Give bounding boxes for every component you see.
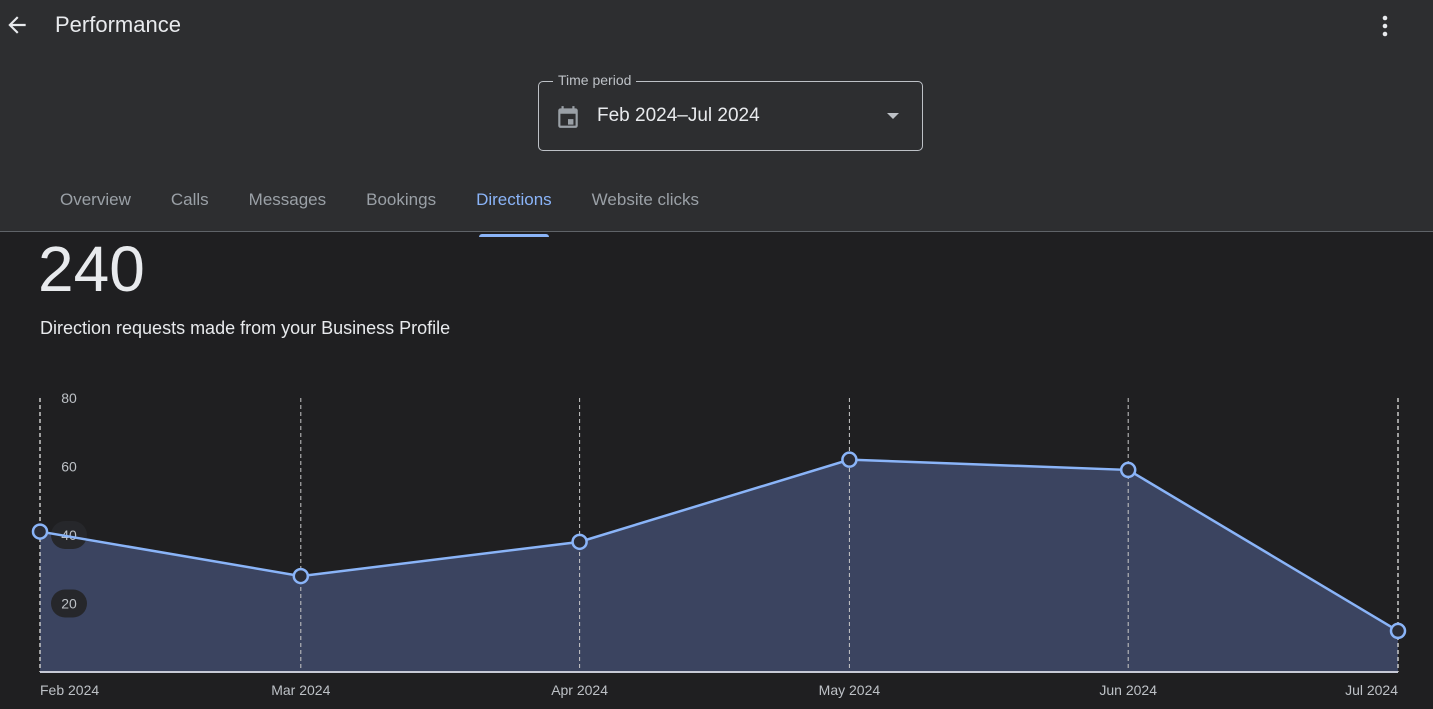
y-tick-bg <box>51 521 87 549</box>
x-tick-label: Apr 2024 <box>551 682 608 698</box>
x-tick-label: Mar 2024 <box>271 682 330 698</box>
tab-bar: Overview Calls Messages Bookings Directi… <box>40 178 719 237</box>
data-point <box>841 451 858 468</box>
x-tick-label: Jul 2024 <box>1345 682 1398 698</box>
y-tick-bg <box>51 589 87 618</box>
y-tick-label: 20 <box>61 596 77 612</box>
data-point <box>571 533 588 551</box>
x-tick-label: May 2024 <box>819 682 881 698</box>
data-point <box>1119 461 1137 479</box>
tab-calls[interactable]: Calls <box>170 190 209 209</box>
tab-overview[interactable]: Overview <box>60 190 131 209</box>
tab-bookings[interactable]: Bookings <box>366 190 437 209</box>
data-point <box>31 523 49 540</box>
tab-messages[interactable]: Messages <box>248 190 327 209</box>
total-count: 240 <box>38 233 145 305</box>
tab-directions[interactable]: Directions <box>456 178 572 237</box>
data-point <box>1389 622 1407 640</box>
calendar-icon <box>558 106 578 128</box>
directions-chart: 20 40 60 80 Feb 2024 Mar 2024 Apr 2024 May 2024… <box>31 390 1407 698</box>
area-fill <box>40 459 1398 672</box>
x-tick-label: Feb 2024 <box>40 682 99 698</box>
more-vert-icon[interactable] <box>1374 12 1396 40</box>
app-header: Performance Time period Feb 2024–Jul 202… <box>0 0 1433 237</box>
time-period-label: Time period <box>553 72 637 88</box>
series-line <box>39 458 1399 632</box>
tab-website-clicks[interactable]: Website clicks <box>591 190 700 209</box>
data-point <box>292 567 310 585</box>
metric-description: Direction requests made from your Busine… <box>40 318 451 338</box>
y-tick-label: 40 <box>61 527 77 543</box>
y-tick-label: 60 <box>61 459 77 475</box>
arrow-back-icon[interactable] <box>4 12 30 38</box>
time-period-value: Feb 2024–Jul 2024 <box>597 105 760 126</box>
page-title: Performance <box>55 12 181 37</box>
dropdown-caret-icon <box>887 113 899 119</box>
x-tick-label: Jun 2024 <box>1099 682 1157 698</box>
y-tick-label: 80 <box>61 390 77 406</box>
time-period-select[interactable]: Time period Feb 2024–Jul 2024 <box>538 72 923 151</box>
